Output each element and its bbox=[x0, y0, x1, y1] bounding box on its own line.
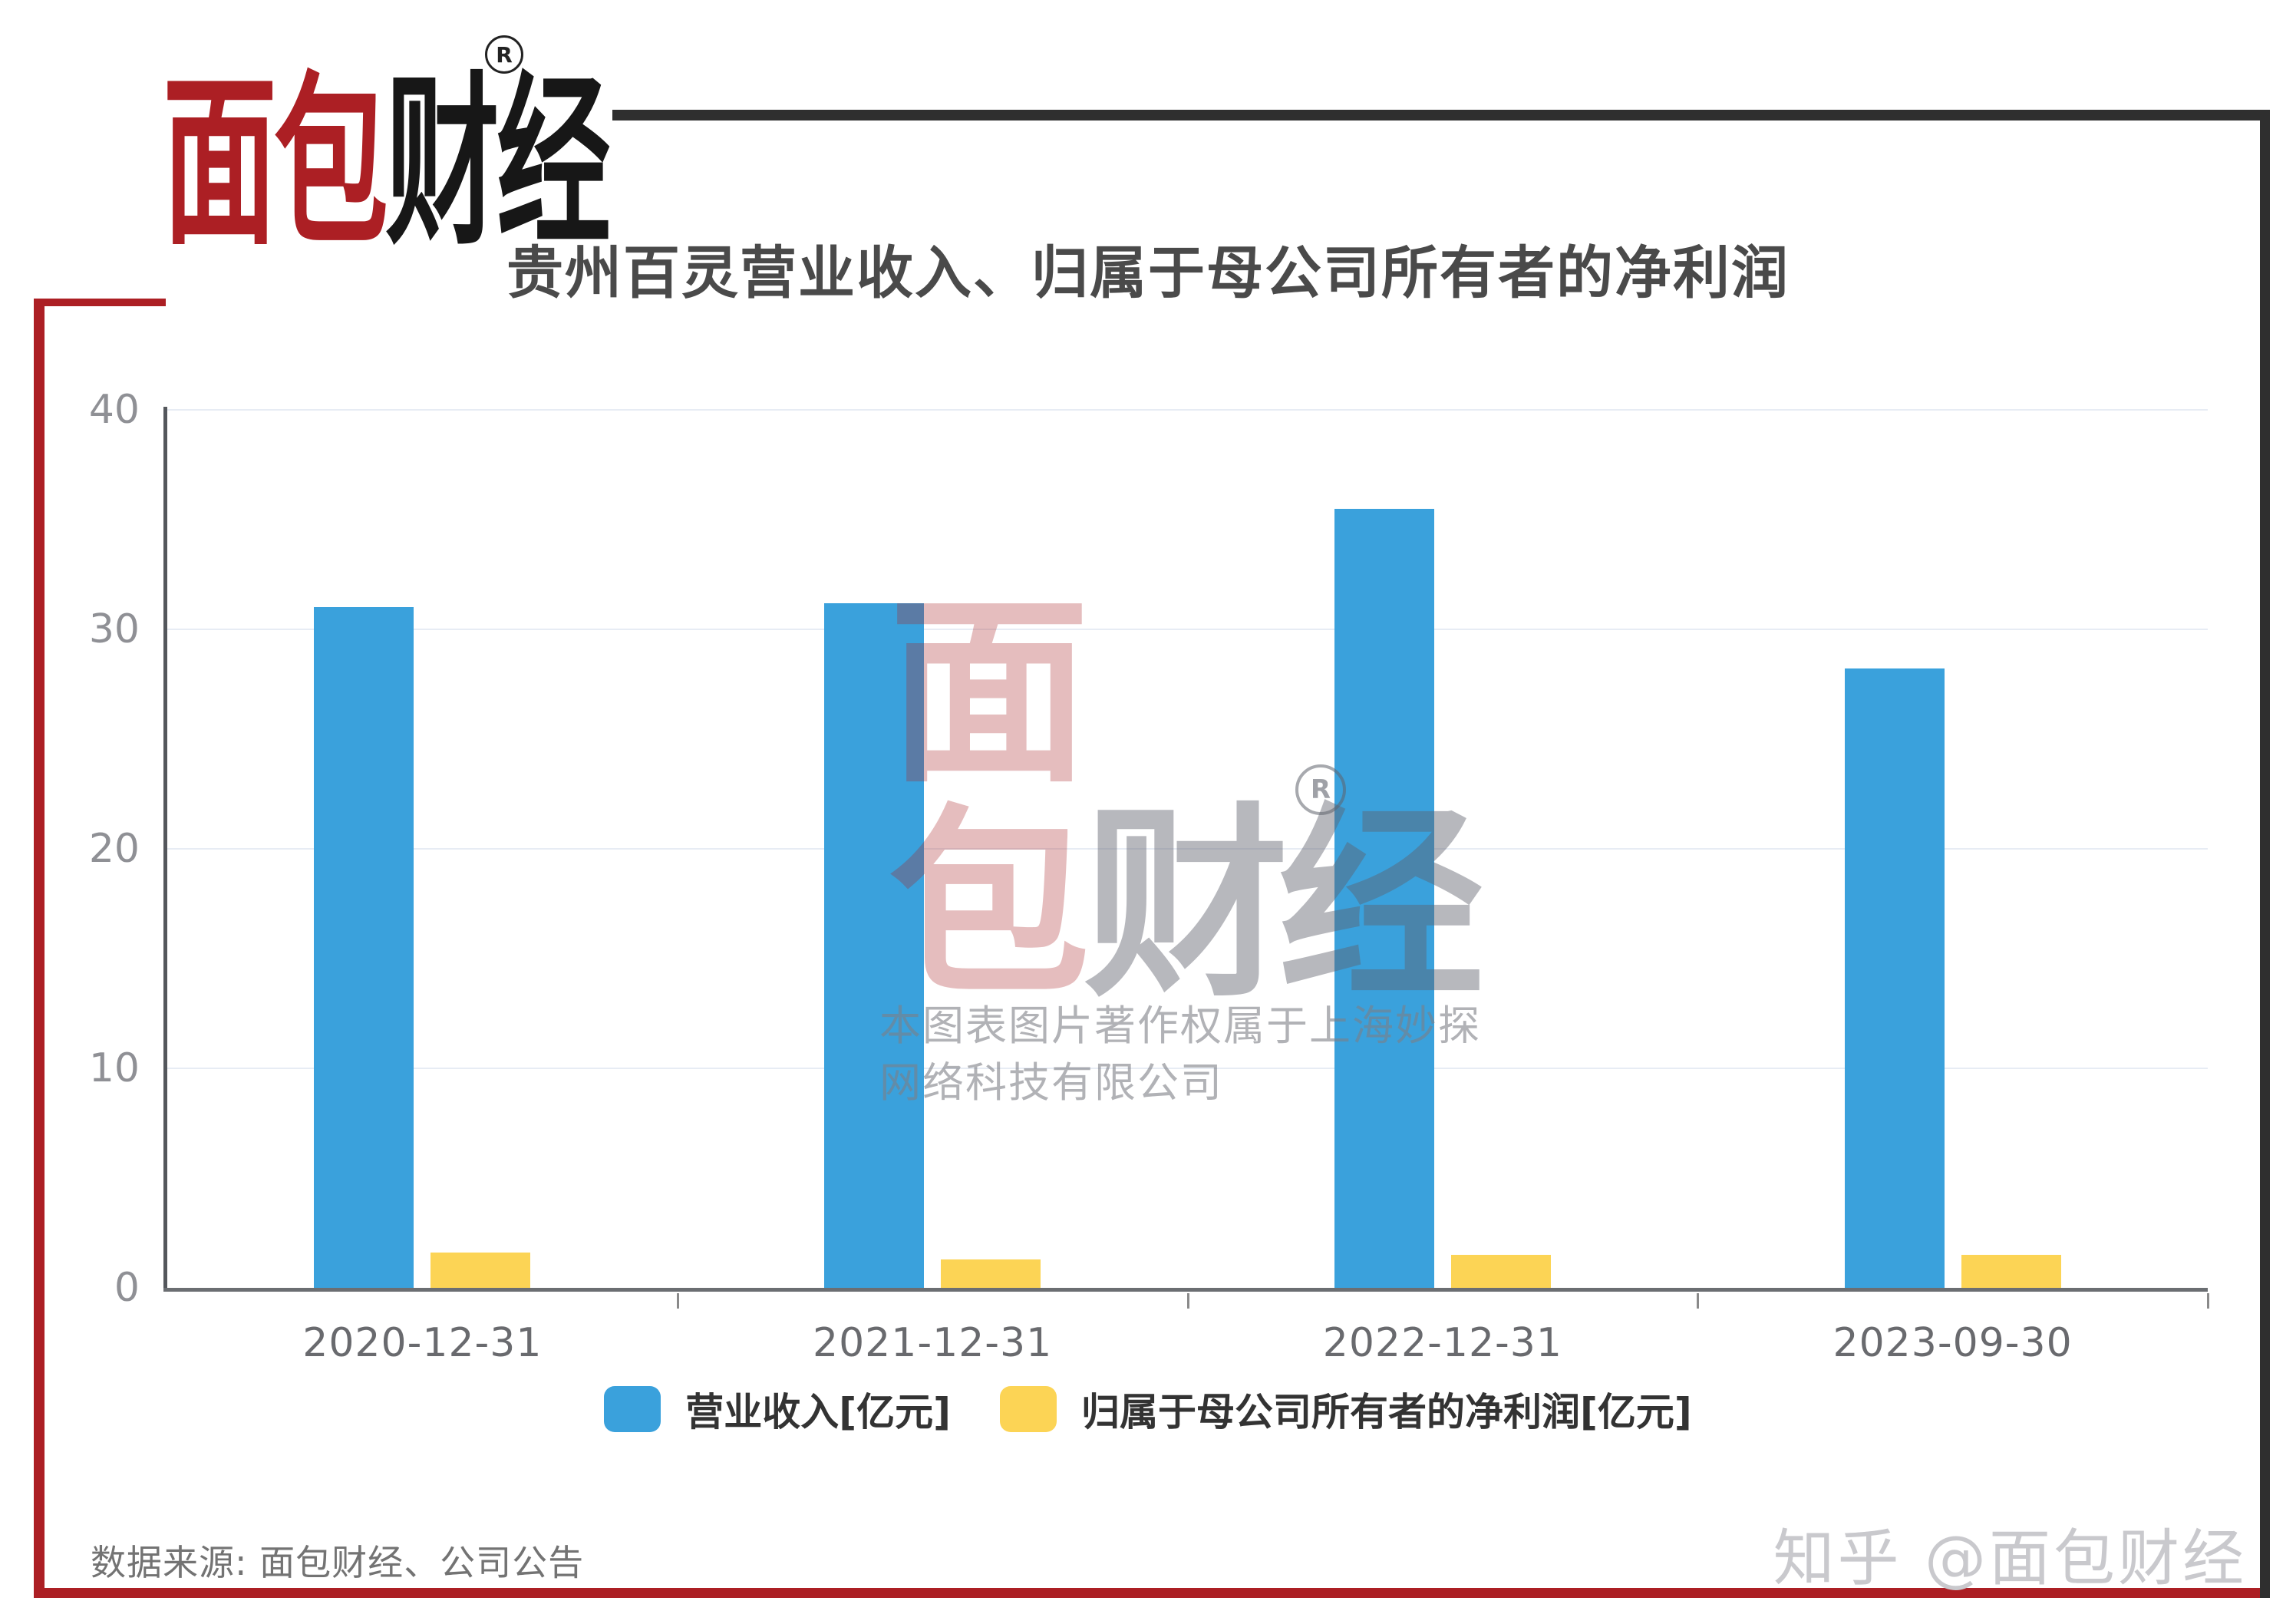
legend-item-营业收入[亿元][interactable]: 营业收入[亿元] bbox=[604, 1381, 951, 1437]
logo-black-part: 财经 bbox=[385, 55, 611, 270]
zhihu-watermark: 知乎 @面包财经 bbox=[1773, 1523, 2247, 1594]
y-axis-tick-label-30: 30 bbox=[88, 606, 140, 652]
legend-item-归属于母公司所有者的净利润[亿元][interactable]: 归属于母公司所有者的净利润[亿元] bbox=[1000, 1381, 1692, 1437]
bar-归属于母公司所有者的净利润[亿元]-2022-12-31 bbox=[1450, 1255, 1551, 1288]
bar-营业收入[亿元]-2022-12-31 bbox=[1334, 508, 1434, 1288]
bar-归属于母公司所有者的净利润[亿元]-2020-12-31 bbox=[430, 1253, 531, 1288]
x-axis-tick-1 bbox=[676, 1293, 679, 1309]
bar-group-2020-12-31 bbox=[167, 410, 678, 1288]
legend-label: 营业收入[亿元] bbox=[685, 1390, 951, 1434]
frame-top-dark-border bbox=[612, 110, 2270, 120]
bar-group-2021-12-31 bbox=[678, 410, 1188, 1288]
x-axis-label-2022-12-31: 2022-12-31 bbox=[1322, 1320, 1562, 1366]
frame-right-dark-border bbox=[2260, 110, 2270, 1598]
bar-归属于母公司所有者的净利润[亿元]-2023-09-30 bbox=[1961, 1255, 2061, 1288]
y-axis-tick-label-40: 40 bbox=[88, 387, 140, 433]
gridline-y-30 bbox=[167, 629, 2208, 630]
y-axis-line bbox=[163, 407, 167, 1291]
bar-营业收入[亿元]-2020-12-31 bbox=[314, 607, 414, 1288]
frame-left-red-border bbox=[34, 299, 45, 1598]
data-source-note: 数据来源: 面包财经、公司公告 bbox=[91, 1542, 585, 1583]
x-axis-tick-2 bbox=[1186, 1293, 1189, 1309]
gridline-y-10 bbox=[167, 1068, 2208, 1069]
legend-label: 归属于母公司所有者的净利润[亿元] bbox=[1081, 1390, 1692, 1434]
x-axis-tick-3 bbox=[1697, 1293, 1700, 1309]
legend-swatch-icon[interactable] bbox=[1000, 1386, 1057, 1432]
y-axis-tick-label-10: 10 bbox=[88, 1045, 140, 1091]
chart-plot-area: 0 10 20 30 40 2020-12-31 2021-12-31 2022-12-31 2… bbox=[89, 390, 2209, 1366]
y-axis-tick-label-0: 0 bbox=[114, 1265, 140, 1311]
bar-group-2023-09-30 bbox=[1697, 410, 2208, 1288]
y-axis-tick-label-20: 20 bbox=[88, 826, 140, 872]
mianbao-caijing-logo: 面包财经 bbox=[163, 71, 611, 255]
watermark-copyright-line2: 网络科技有限公司 bbox=[879, 1058, 1223, 1107]
chart-title: 贵州百灵营业收入、归属于母公司所有者的净利润 bbox=[506, 240, 1790, 306]
gridline-y-40 bbox=[167, 409, 2208, 411]
x-axis-label-2023-09-30: 2023-09-30 bbox=[1833, 1320, 2073, 1366]
x-axis-label-2020-12-31: 2020-12-31 bbox=[302, 1320, 543, 1366]
frame-top-left-red-stub bbox=[34, 299, 166, 306]
watermark-copyright-line1: 本图表图片著作权属于上海妙探 bbox=[879, 1002, 1481, 1050]
bar-营业收入[亿元]-2021-12-31 bbox=[824, 602, 925, 1288]
frame-bottom-red-border bbox=[34, 1588, 2270, 1598]
x-axis-line bbox=[163, 1288, 2208, 1292]
x-axis-tick-4 bbox=[2207, 1293, 2209, 1309]
logo-red-part: 面包 bbox=[163, 55, 388, 270]
x-axis-label-2021-12-31: 2021-12-31 bbox=[813, 1320, 1053, 1366]
legend-swatch-icon[interactable] bbox=[604, 1386, 661, 1432]
bar-归属于母公司所有者的净利润[亿元]-2021-12-31 bbox=[941, 1259, 1041, 1288]
gridline-y-20 bbox=[167, 848, 2208, 850]
registered-trademark-icon: R bbox=[485, 35, 523, 74]
chart-legend: 营业收入[亿元] 归属于母公司所有者的净利润[亿元] bbox=[0, 1378, 2296, 1440]
bar-营业收入[亿元]-2023-09-30 bbox=[1844, 668, 1945, 1288]
bar-group-2022-12-31 bbox=[1188, 410, 1698, 1288]
